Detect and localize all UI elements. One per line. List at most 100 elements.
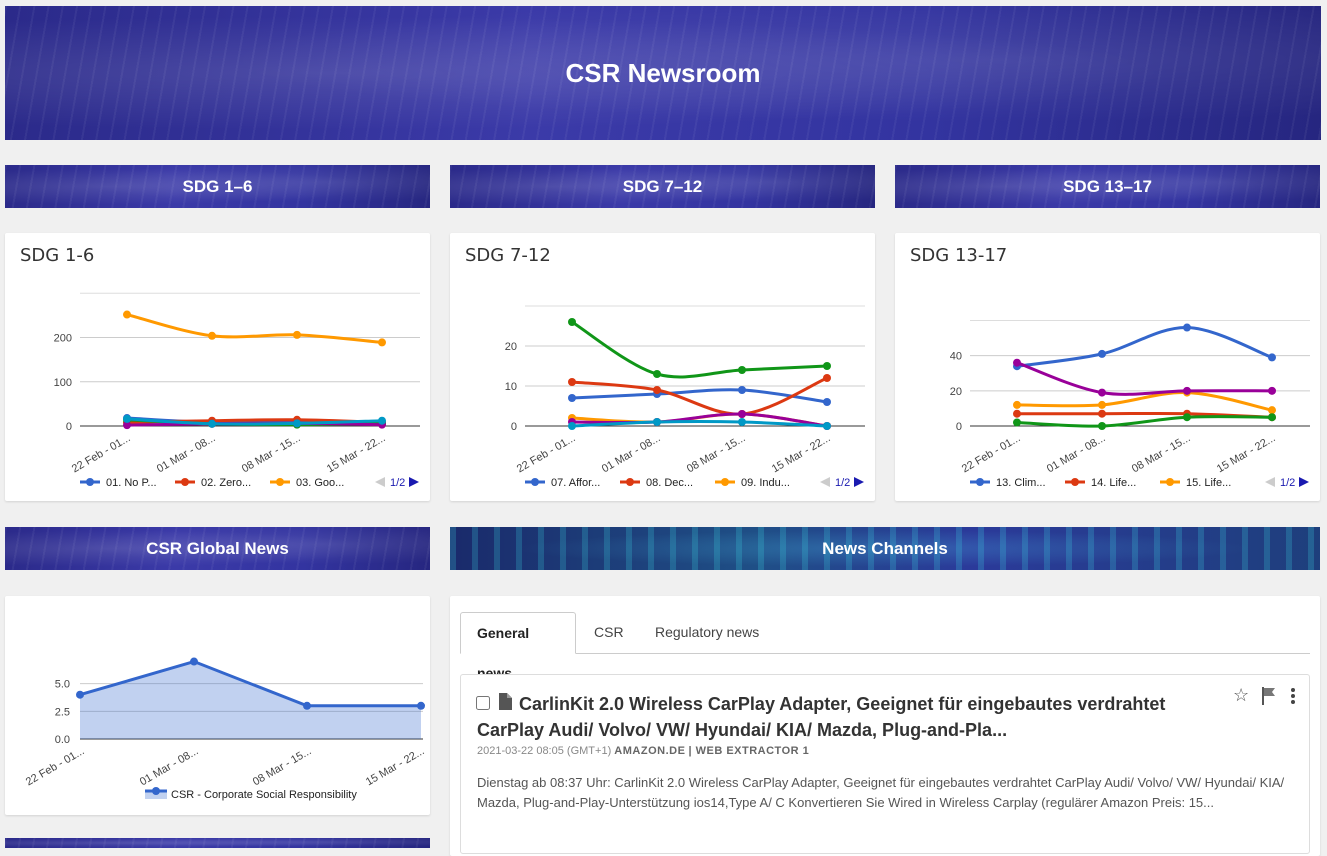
pager-prev-icon bbox=[1265, 477, 1275, 487]
chart-card-sdg-1-6: SDG 1-6 0 100 200 22 Feb - 01... 01 Mar - 08… bbox=[5, 233, 430, 501]
legend-label: 02. Zero... bbox=[201, 477, 251, 489]
data-point bbox=[568, 394, 576, 402]
legend-marker bbox=[1166, 478, 1174, 486]
legend-label: 09. Indu... bbox=[741, 477, 790, 489]
x-tick-label: 15 Mar - 22... bbox=[364, 745, 427, 788]
x-tick-label: 15 Mar - 22... bbox=[1215, 432, 1278, 475]
x-tick-label: 01 Mar - 08... bbox=[1045, 432, 1108, 475]
legend-label: CSR - Corporate Social Responsibility bbox=[171, 789, 357, 801]
data-point bbox=[823, 374, 831, 382]
pager-label: 1/2 bbox=[1280, 477, 1295, 489]
tab-regulatory-news[interactable]: Regulatory news bbox=[655, 624, 760, 640]
data-point bbox=[76, 690, 84, 699]
data-point bbox=[1013, 418, 1021, 427]
legend-marker bbox=[181, 478, 189, 486]
x-tick-label: 15 Mar - 22... bbox=[325, 432, 388, 475]
section-title: SDG 7–12 bbox=[622, 176, 703, 196]
y-tick-label: 0 bbox=[511, 421, 517, 433]
section-title: CSR Global News bbox=[146, 538, 289, 558]
pager-label: 1/2 bbox=[835, 477, 850, 489]
section-title: SDG 13–17 bbox=[1063, 176, 1152, 196]
csr-area-chart: 0.0 2.5 5.0 22 Feb - 01... 01 Mar - 08... 08 … bbox=[24, 657, 427, 801]
section-banner-sdg-1-6: SDG 1–6 bbox=[5, 165, 430, 208]
data-point bbox=[303, 701, 311, 710]
y-tick-label: 5.0 bbox=[55, 679, 70, 691]
data-point bbox=[823, 422, 831, 430]
sdg-1-6-line-chart: 0 100 200 22 Feb - 01... 01 Mar - 08... 08 Ma… bbox=[54, 292, 420, 489]
section-banner-news-channels: News Channels bbox=[450, 527, 1320, 570]
x-tick-label: 01 Mar - 08... bbox=[155, 432, 218, 475]
pager-next-icon bbox=[854, 477, 864, 487]
chart-title: SDG 1-6 bbox=[20, 245, 95, 266]
data-point bbox=[1013, 400, 1021, 409]
star-icon[interactable]: ☆ bbox=[1233, 685, 1250, 705]
tab-general-news[interactable]: General news bbox=[460, 612, 576, 681]
y-tick-label: 20 bbox=[950, 386, 962, 398]
x-tick-label: 01 Mar - 08... bbox=[600, 432, 663, 475]
x-tick-label: 08 Mar - 15... bbox=[1130, 432, 1193, 475]
data-point bbox=[1268, 413, 1276, 422]
section-title: SDG 1–6 bbox=[182, 176, 253, 196]
data-point bbox=[568, 378, 576, 386]
legend-marker bbox=[531, 478, 539, 486]
data-point bbox=[738, 386, 746, 394]
x-tick-label: 08 Mar - 15... bbox=[240, 432, 303, 475]
chart-card-sdg-13-17: SDG 13-17 0 20 40 22 Feb - 01... 01 Mar - 08… bbox=[895, 233, 1320, 501]
legend-marker bbox=[626, 478, 634, 486]
data-point bbox=[1013, 358, 1021, 367]
series-line bbox=[1016, 326, 1273, 368]
chart-title: SDG 7-12 bbox=[465, 245, 551, 266]
data-point bbox=[738, 418, 746, 426]
series-line bbox=[571, 320, 828, 379]
x-tick-label: 01 Mar - 08... bbox=[138, 745, 201, 788]
data-point bbox=[293, 419, 301, 428]
y-tick-label: 0.0 bbox=[55, 734, 70, 746]
pager-prev-icon bbox=[375, 477, 385, 487]
flag-icon[interactable] bbox=[1261, 687, 1277, 705]
article-timezone: (GMT+1) bbox=[566, 745, 612, 757]
article-select-checkbox[interactable] bbox=[476, 696, 490, 710]
news-article[interactable]: CarlinKit 2.0 Wireless CarPlay Adapter, … bbox=[460, 674, 1310, 854]
chart-title: SDG 13-17 bbox=[910, 245, 1008, 266]
series-line bbox=[126, 417, 383, 426]
data-point bbox=[208, 331, 216, 340]
header-banner: CSR Newsroom bbox=[5, 6, 1321, 140]
article-extractor: | WEB EXTRACTOR 1 bbox=[688, 745, 810, 757]
legend-label: 07. Affor... bbox=[551, 477, 600, 489]
data-point bbox=[417, 701, 425, 710]
article-meta: 2021-03-22 08:05 (GMT+1) AMAZON.DE | WEB… bbox=[477, 745, 809, 757]
series-line bbox=[79, 659, 421, 708]
y-tick-label: 0 bbox=[956, 421, 962, 433]
page-title: CSR Newsroom bbox=[565, 57, 761, 88]
news-tabs: General news CSR Regulatory news bbox=[460, 612, 1310, 681]
news-channels-card: General news CSR Regulatory news CarlinK… bbox=[450, 596, 1320, 856]
sdg-13-17-line-chart: 0 20 40 22 Feb - 01... 01 Mar - 08... 08 Mar … bbox=[950, 319, 1310, 489]
data-point bbox=[1098, 422, 1106, 430]
legend-marker bbox=[276, 478, 284, 486]
tab-csr[interactable]: CSR bbox=[594, 624, 624, 640]
data-point bbox=[378, 338, 386, 347]
data-point bbox=[208, 419, 216, 428]
chart-card-csr-global-news: 0.0 2.5 5.0 22 Feb - 01... 01 Mar - 08... 08 … bbox=[5, 596, 430, 815]
x-tick-label: 22 Feb - 01... bbox=[515, 432, 578, 475]
article-source[interactable]: AMAZON.DE bbox=[614, 745, 686, 757]
more-options-icon[interactable] bbox=[1290, 687, 1296, 705]
data-point bbox=[1183, 413, 1191, 422]
section-banner-sdg-13-17: SDG 13–17 bbox=[895, 165, 1320, 208]
series-line bbox=[571, 388, 828, 404]
x-tick-label: 22 Feb - 01... bbox=[960, 432, 1023, 475]
data-point bbox=[123, 414, 131, 423]
legend-label: 08. Dec... bbox=[646, 477, 693, 489]
series-line bbox=[571, 376, 828, 416]
legend-marker bbox=[721, 478, 729, 486]
data-point bbox=[823, 398, 831, 406]
legend-marker bbox=[152, 787, 160, 795]
y-tick-label: 0 bbox=[66, 421, 72, 433]
section-banner-sdg-7-12: SDG 7–12 bbox=[450, 165, 875, 208]
data-point bbox=[1268, 406, 1276, 415]
data-point bbox=[1268, 386, 1276, 395]
series-area bbox=[80, 661, 421, 739]
y-tick-label: 2.5 bbox=[55, 706, 70, 718]
article-title[interactable]: CarlinKit 2.0 Wireless CarPlay Adapter, … bbox=[477, 694, 1166, 740]
sdg-7-12-line-chart: 0 10 20 22 Feb - 01... 01 Mar - 08... 08 Mar … bbox=[505, 305, 865, 489]
